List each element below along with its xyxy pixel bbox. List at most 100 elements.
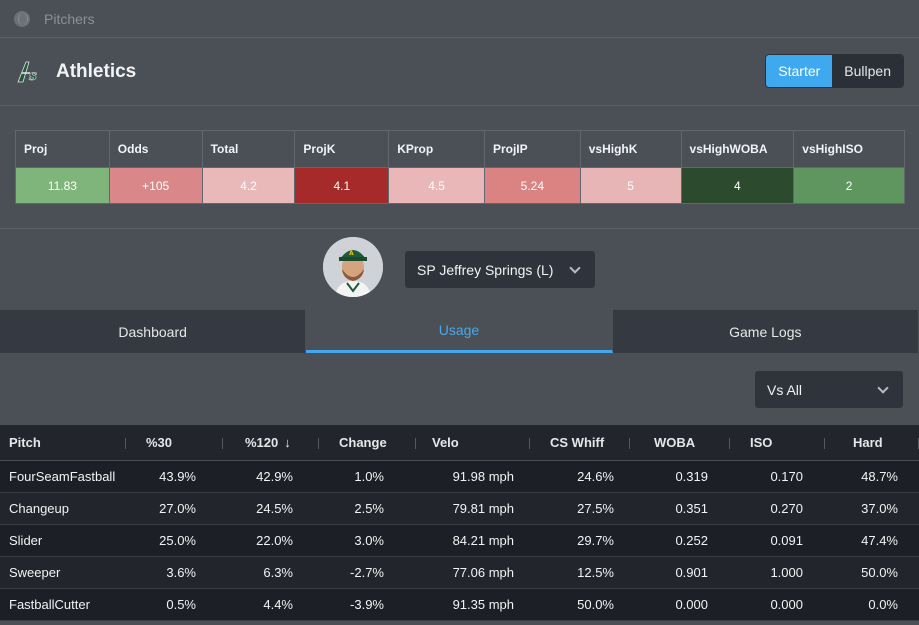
metric-value-vshighwoba: 4 bbox=[681, 167, 795, 203]
metric-value-kprop: 4.5 bbox=[389, 167, 485, 203]
table-cell: 1.000 bbox=[770, 565, 803, 580]
table-cell: 0.5% bbox=[166, 597, 196, 612]
chevron-down-icon bbox=[569, 262, 581, 274]
column-header-iso[interactable]: ISO bbox=[730, 425, 825, 460]
column-separator[interactable] bbox=[318, 438, 319, 449]
table-cell: 47.4% bbox=[861, 533, 898, 548]
table-cell: 0.000 bbox=[770, 597, 803, 612]
pitch-name-cell: FastballCutter bbox=[9, 597, 90, 612]
chevron-down-icon bbox=[877, 382, 889, 394]
column-header-label: Hard bbox=[853, 435, 883, 450]
column-separator[interactable] bbox=[629, 438, 630, 449]
table-row[interactable]: Changeup 27.0% 24.5% 2.5% 79.81 mph 27.5% 0.35… bbox=[0, 493, 919, 525]
column-header--120[interactable]: %120 ↓ bbox=[223, 425, 319, 460]
column-header-label: %120 bbox=[245, 435, 279, 450]
table-cell: 3.0% bbox=[354, 533, 384, 548]
bullpen-button[interactable]: Bullpen bbox=[832, 55, 903, 87]
metric-value-projip: 5.24 bbox=[484, 167, 581, 203]
table-cell: 79.81 mph bbox=[452, 501, 514, 516]
column-header-cs-whiff[interactable]: CS Whiff bbox=[530, 425, 630, 460]
table-cell: 2.5% bbox=[354, 501, 384, 516]
top-bar: Pitchers bbox=[0, 0, 919, 38]
column-header-change[interactable]: Change bbox=[319, 425, 416, 460]
table-cell: 48.7% bbox=[861, 469, 898, 484]
column-separator[interactable] bbox=[415, 438, 416, 449]
metric-value-odds: +105 bbox=[109, 167, 203, 203]
column-header-hard[interactable]: Hard bbox=[825, 425, 919, 460]
table-cell: 27.0% bbox=[159, 501, 196, 516]
column-header-label: Velo bbox=[432, 435, 459, 450]
starter-button[interactable]: Starter bbox=[766, 55, 833, 87]
baseball-icon bbox=[14, 10, 30, 27]
table-cell: 0.170 bbox=[770, 469, 803, 484]
split-filter-label: Vs All bbox=[767, 381, 803, 398]
table-cell: 0.091 bbox=[770, 533, 803, 548]
table-cell: 42.9% bbox=[256, 469, 293, 484]
metric-header-vshighk: vsHighK bbox=[581, 131, 682, 167]
pitch-name-cell: Changeup bbox=[9, 501, 69, 516]
player-avatar: A bbox=[323, 237, 383, 297]
table-cell: 0.000 bbox=[675, 597, 708, 612]
column-separator[interactable] bbox=[729, 438, 730, 449]
metric-value-vshighiso: 2 bbox=[794, 167, 905, 203]
column-separator[interactable] bbox=[222, 438, 223, 449]
table-cell: 91.98 mph bbox=[452, 469, 514, 484]
metric-value-projk: 4.1 bbox=[295, 167, 390, 203]
pitch-usage-table: Pitch %30 %120 ↓ Change Velo CS Whiff WOBA ISO Ha… bbox=[0, 425, 919, 621]
split-filter-select[interactable]: Vs All bbox=[755, 371, 903, 408]
table-header: Pitch %30 %120 ↓ Change Velo CS Whiff WOBA ISO Ha… bbox=[0, 425, 919, 461]
column-header-pitch[interactable]: Pitch bbox=[0, 425, 126, 460]
divider bbox=[0, 228, 919, 229]
table-cell: -2.7% bbox=[350, 565, 384, 580]
column-header--30[interactable]: %30 bbox=[126, 425, 223, 460]
column-separator[interactable] bbox=[824, 438, 825, 449]
tab-dashboard[interactable]: Dashboard bbox=[0, 310, 307, 353]
player-select[interactable]: SP Jeffrey Springs (L) bbox=[405, 251, 595, 288]
table-cell: 29.7% bbox=[577, 533, 614, 548]
metric-value-total: 4.2 bbox=[202, 167, 296, 203]
table-row[interactable]: FastballCutter 0.5% 4.4% -3.9% 91.35 mph 50.0… bbox=[0, 589, 919, 621]
team-header: s Athletics Starter Bullpen bbox=[0, 38, 919, 106]
player-select-label: SP Jeffrey Springs (L) bbox=[417, 261, 554, 278]
column-separator[interactable] bbox=[125, 438, 126, 449]
athletics-logo: s bbox=[17, 61, 37, 84]
table-cell: 24.5% bbox=[256, 501, 293, 516]
metric-value-vshighk: 5 bbox=[580, 167, 682, 203]
metric-header-total: Total bbox=[203, 131, 296, 167]
table-cell: 0.270 bbox=[770, 501, 803, 516]
table-cell: 50.0% bbox=[577, 597, 614, 612]
metric-value-proj: 11.83 bbox=[16, 167, 110, 203]
table-cell: 91.35 mph bbox=[452, 597, 514, 612]
table-row[interactable]: Sweeper 3.6% 6.3% -2.7% 77.06 mph 12.5% 0.901 1… bbox=[0, 557, 919, 589]
column-header-label: Change bbox=[339, 435, 387, 450]
tab-game-logs[interactable]: Game Logs bbox=[612, 310, 919, 353]
table-row[interactable]: Slider 25.0% 22.0% 3.0% 84.21 mph 29.7% 0.252 0… bbox=[0, 525, 919, 557]
tab-usage[interactable]: Usage bbox=[306, 310, 613, 353]
table-cell: 50.0% bbox=[861, 565, 898, 580]
section-title: Pitchers bbox=[44, 10, 95, 27]
table-cell: 27.5% bbox=[577, 501, 614, 516]
column-header-velo[interactable]: Velo bbox=[416, 425, 530, 460]
column-header-label: CS Whiff bbox=[550, 435, 605, 450]
table-cell: 6.3% bbox=[263, 565, 293, 580]
table-cell: -3.9% bbox=[350, 597, 384, 612]
metric-header-kprop: KProp bbox=[389, 131, 485, 167]
metric-header-vshighiso: vsHighISO bbox=[802, 142, 863, 156]
table-cell: 4.4% bbox=[263, 597, 293, 612]
pitch-name-cell: FourSeamFastball bbox=[9, 469, 116, 484]
table-cell: 43.9% bbox=[159, 469, 196, 484]
svg-text:A: A bbox=[349, 250, 354, 257]
metric-header-projk: ProjK bbox=[295, 131, 390, 167]
table-cell: 1.0% bbox=[354, 469, 384, 484]
table-cell: 22.0% bbox=[256, 533, 293, 548]
column-separator[interactable] bbox=[529, 438, 530, 449]
table-row[interactable]: FourSeamFastball 43.9% 42.9% 1.0% 91.98 mph 2… bbox=[0, 461, 919, 493]
metric-header-vshighwoba: vsHighWOBA bbox=[682, 131, 795, 167]
column-header-woba[interactable]: WOBA bbox=[630, 425, 730, 460]
tab-bar: Dashboard Usage Game Logs bbox=[0, 310, 919, 353]
table-cell: 3.6% bbox=[166, 565, 196, 580]
team-name: Athletics bbox=[56, 60, 137, 82]
pitch-name-cell: Sweeper bbox=[9, 565, 61, 580]
table-cell: 0.0% bbox=[868, 597, 898, 612]
table-cell: 0.351 bbox=[675, 501, 708, 516]
